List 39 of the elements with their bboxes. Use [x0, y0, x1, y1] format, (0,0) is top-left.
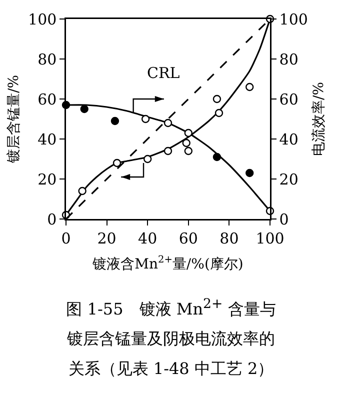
series-label: CRL [147, 64, 180, 82]
point [212, 152, 222, 162]
x-tick-label: 40 [138, 229, 158, 248]
point [110, 116, 120, 126]
point [212, 94, 222, 104]
y2-tick-label: 100 [279, 10, 308, 28]
y-tick-label: 60 [38, 90, 57, 108]
x-tick-label: 60 [178, 229, 198, 248]
y2-tick-label: 0 [279, 210, 289, 228]
x-axis-title: 镀液含Mn$^{2+}$量/%(摩尔) [92, 254, 244, 272]
point [141, 114, 150, 124]
point [246, 82, 254, 92]
y2-tick-label: 20 [279, 170, 298, 188]
y2-tick-label: 80 [279, 50, 298, 68]
point [164, 118, 172, 128]
y-axis-title: 镀层含锰量/% [6, 74, 22, 164]
y-tick-label: 100 [28, 10, 57, 28]
text: 图 1-55 镀液 Mn$^{2+}$ 含量与镀层含锰量及阴极电流效率的关系（见表 1-48 中工艺 2） [65, 296, 277, 380]
point [214, 108, 224, 118]
point [246, 168, 254, 178]
point [78, 186, 86, 196]
x-tick-label: 20 [97, 229, 116, 248]
point [182, 138, 190, 148]
y-tick-label: 80 [38, 50, 57, 68]
y-tick-label: 40 [38, 130, 57, 148]
y2-axis-title: 电流效率/% [311, 82, 328, 156]
x-tick-label: 100 [256, 229, 284, 248]
x-tick-label: 80 [220, 229, 239, 248]
y-tick-label: 20 [38, 170, 57, 188]
point [144, 154, 152, 164]
x-tick-label: 0 [61, 229, 71, 248]
y2-tick-label: 40 [279, 130, 298, 148]
y2-tick-label: 60 [279, 90, 298, 108]
y-tick-label: 0 [47, 210, 57, 228]
point [184, 146, 192, 156]
point [164, 146, 172, 156]
point [80, 104, 88, 114]
point [184, 128, 192, 138]
point [112, 158, 122, 168]
